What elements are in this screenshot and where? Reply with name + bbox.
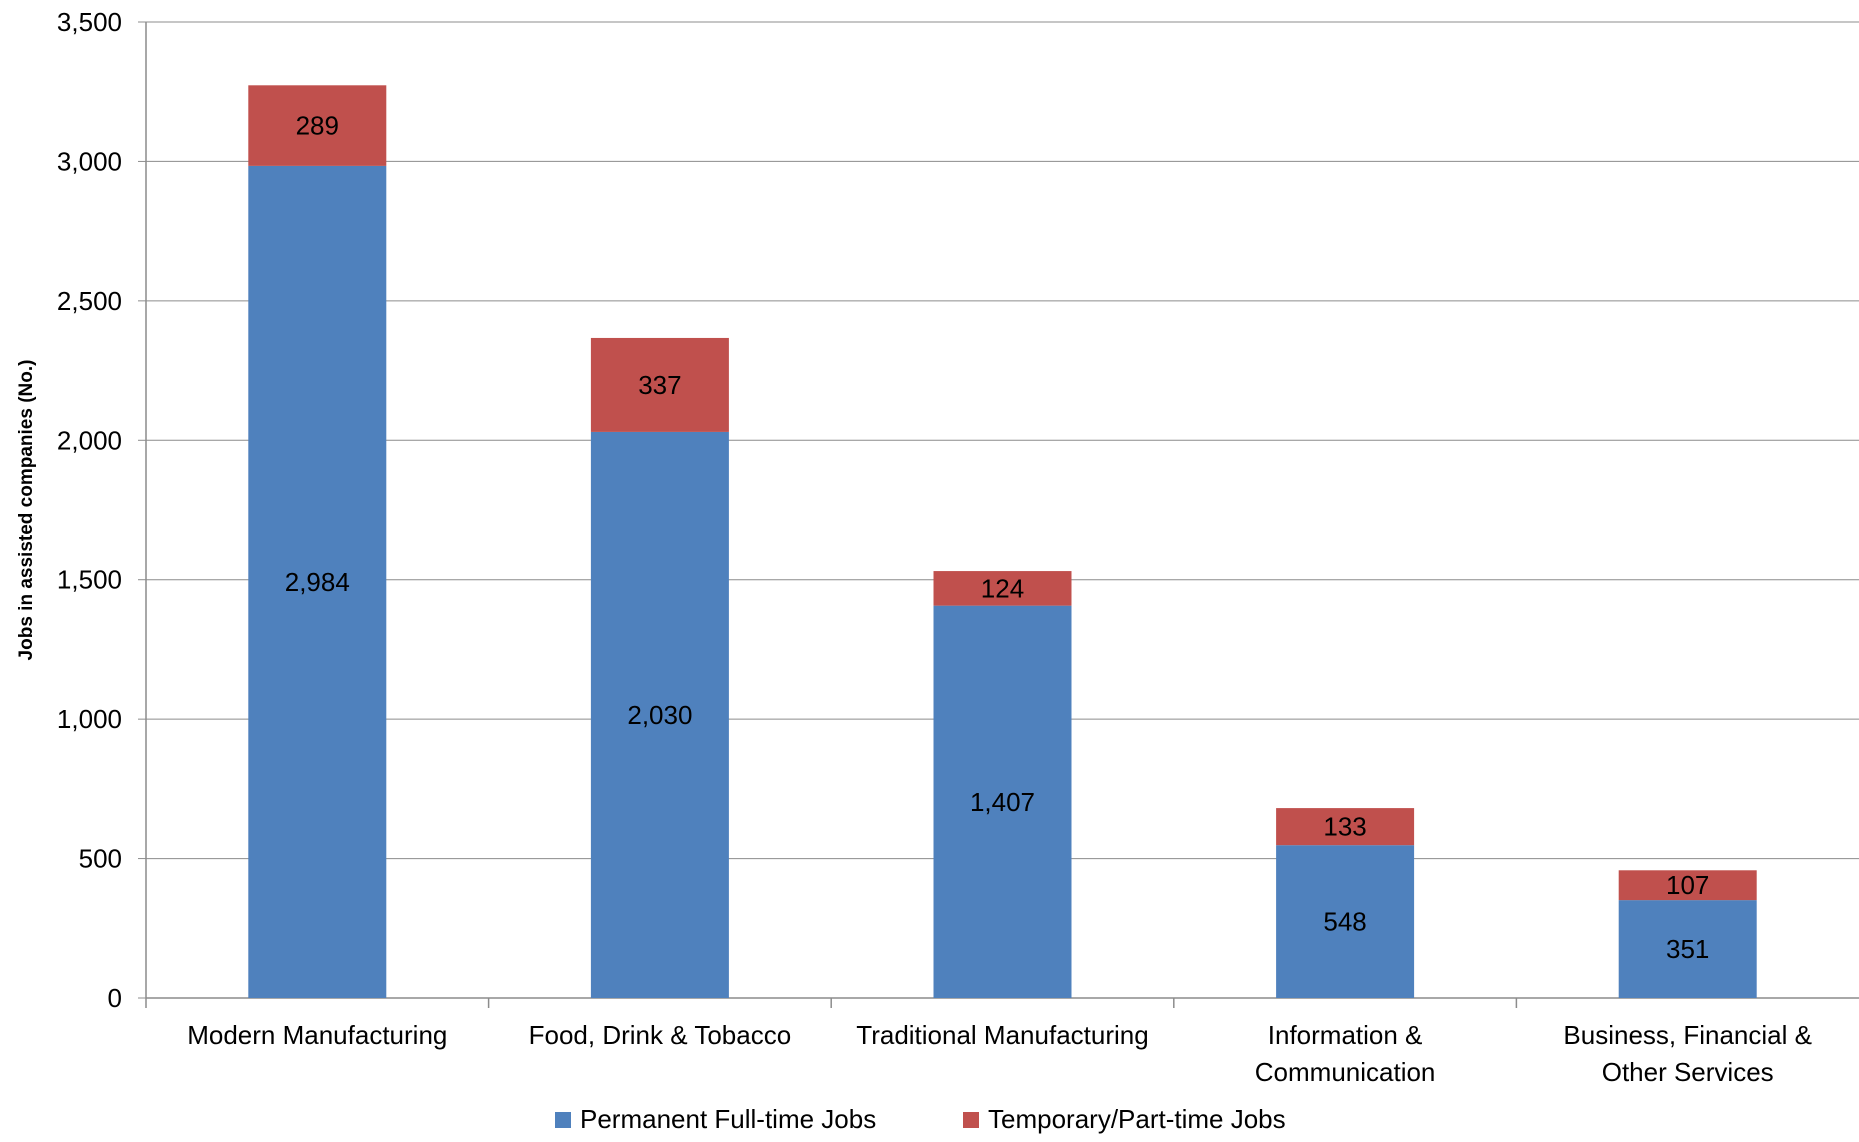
y-tick-label: 1,000 bbox=[57, 704, 122, 734]
x-category-label: Traditional Manufacturing bbox=[856, 1020, 1148, 1050]
bar-permanent bbox=[590, 431, 729, 998]
x-category-label: Food, Drink & Tobacco bbox=[529, 1020, 792, 1050]
y-tick-label: 1,500 bbox=[57, 565, 122, 595]
bar-permanent bbox=[1276, 845, 1415, 998]
legend-swatch bbox=[963, 1112, 979, 1128]
y-axis-title: Jobs in assisted companies (No.) bbox=[16, 360, 37, 661]
axes: 0 500 1,000 1,500 2,000 2,500 3,000 3,500 Modern… bbox=[57, 7, 1859, 1087]
legend-swatch bbox=[555, 1112, 571, 1128]
data-label: 351 bbox=[1666, 934, 1709, 964]
data-label: 2,030 bbox=[627, 700, 692, 730]
y-tick-label: 2,000 bbox=[57, 425, 122, 455]
x-category-label: Modern Manufacturing bbox=[187, 1020, 447, 1050]
data-label: 1,407 bbox=[970, 787, 1035, 817]
data-labels: 2,984 289 2,030 337 1,407 124 548 133 351 107 bbox=[285, 111, 1710, 964]
y-tick-label: 0 bbox=[108, 983, 122, 1013]
legend-label: Permanent Full-time Jobs bbox=[580, 1104, 876, 1134]
bars bbox=[248, 85, 1757, 999]
bar-permanent bbox=[933, 605, 1072, 998]
data-label: 289 bbox=[296, 111, 339, 141]
x-category-label: Information & bbox=[1268, 1020, 1423, 1050]
y-tick-label: 3,000 bbox=[57, 146, 122, 176]
bar-temporary bbox=[1618, 870, 1757, 901]
legend-label: Temporary/Part-time Jobs bbox=[988, 1104, 1286, 1134]
bar-permanent bbox=[248, 165, 387, 999]
x-category-label: Other Services bbox=[1602, 1057, 1774, 1087]
data-label: 124 bbox=[981, 573, 1024, 603]
x-category-label: Communication bbox=[1255, 1057, 1436, 1087]
y-tick-label: 3,500 bbox=[57, 7, 122, 37]
bar-temporary bbox=[590, 337, 729, 432]
data-label: 107 bbox=[1666, 870, 1709, 900]
x-category-label: Business, Financial & bbox=[1563, 1020, 1812, 1050]
data-label: 2,984 bbox=[285, 567, 350, 597]
y-tick-label: 2,500 bbox=[57, 286, 122, 316]
legend: Permanent Full-time Jobs Temporary/Part-t… bbox=[555, 1104, 1286, 1134]
y-tick-label: 500 bbox=[79, 844, 122, 874]
data-label: 133 bbox=[1323, 812, 1366, 842]
data-label: 548 bbox=[1323, 907, 1366, 937]
data-label: 337 bbox=[638, 370, 681, 400]
bar-temporary bbox=[248, 85, 387, 166]
bar-temporary bbox=[933, 571, 1072, 606]
bar-temporary bbox=[1276, 808, 1415, 846]
bar-permanent bbox=[1618, 900, 1757, 998]
